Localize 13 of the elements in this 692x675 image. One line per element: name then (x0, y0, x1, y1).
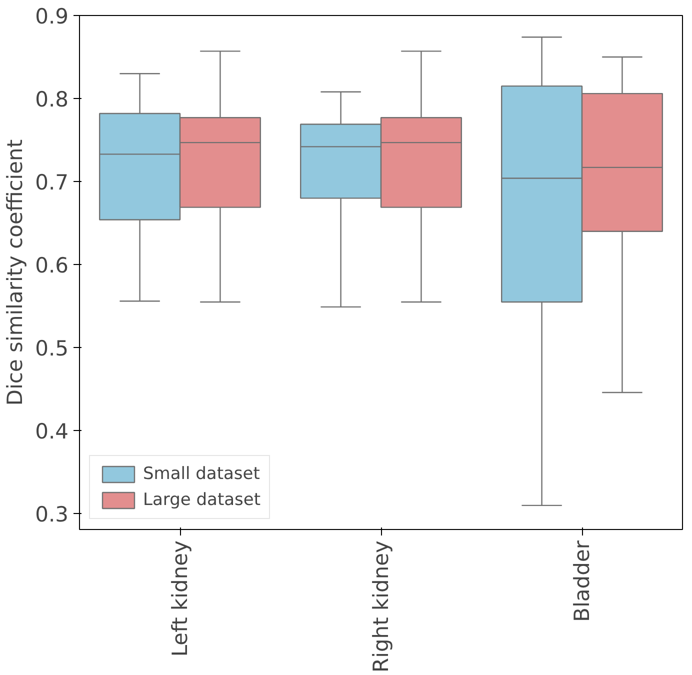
y-tick-label: 0.5 (35, 336, 69, 361)
x-tick-label: Left kidney (168, 540, 192, 657)
x-tick-label: Right kidney (369, 540, 393, 672)
y-tick-label: 0.4 (35, 420, 69, 444)
y-tick-label: 0.6 (35, 254, 69, 278)
y-tick-label: 0.8 (35, 88, 69, 112)
y-tick-label: 0.3 (35, 502, 69, 527)
y-axis-title: Dice similarity coefficient (3, 139, 28, 406)
y-tick-label: 0.7 (35, 170, 69, 195)
x-tick-label: Bladder (570, 540, 594, 622)
legend-label: Small dataset (143, 464, 260, 484)
legend-label: Large dataset (143, 490, 261, 510)
y-tick-label: 0.9 (35, 4, 69, 28)
